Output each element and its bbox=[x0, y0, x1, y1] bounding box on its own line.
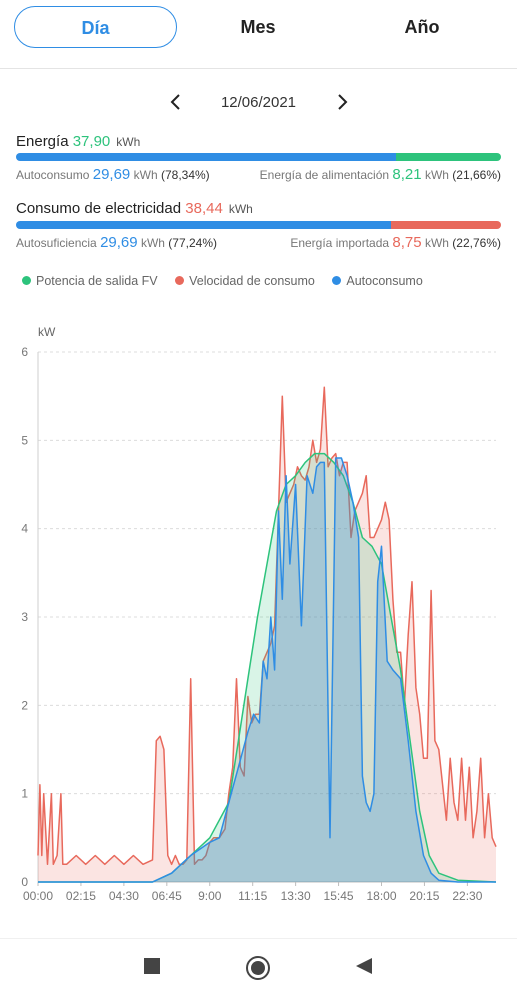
y-axis-unit-label: kW bbox=[38, 325, 56, 339]
power-chart-svg: kW 0 1 2 3 4 5 6 00:00 02:15 04:30 06:45 9:00 11:15 13… bbox=[21, 325, 497, 903]
feed-in-info: Energía de alimentación 8,21 kWh (21,66%… bbox=[260, 166, 501, 183]
energy-title: Energía bbox=[16, 133, 69, 150]
consumption-unit: kWh bbox=[228, 202, 253, 216]
self-sufficiency-value: 29,69 bbox=[100, 234, 138, 251]
self-consumption-unit: kWh bbox=[133, 168, 158, 182]
selected-date[interactable]: 12/06/2021 bbox=[220, 94, 297, 111]
legend-item-consumption[interactable]: Velocidad de consumo bbox=[175, 274, 315, 288]
x-tick-label: 06:45 bbox=[152, 889, 182, 903]
y-tick-label: 1 bbox=[21, 787, 28, 801]
x-tick-label: 11:15 bbox=[238, 889, 267, 903]
feed-in-pct: (21,66%) bbox=[452, 168, 501, 182]
power-chart[interactable]: kW 0 1 2 3 4 5 6 00:00 02:15 04:30 06:45 9:00 11:15 13… bbox=[0, 310, 517, 920]
y-tick-label: 0 bbox=[21, 875, 28, 889]
consumption-bar bbox=[16, 221, 501, 229]
feed-in-value: 8,21 bbox=[392, 166, 422, 183]
imported-energy-pct: (22,76%) bbox=[452, 236, 501, 250]
x-tick-label: 15:45 bbox=[324, 889, 354, 903]
x-tick-label: 00:00 bbox=[23, 889, 53, 903]
back-icon[interactable] bbox=[355, 957, 373, 975]
energy-self-segment bbox=[16, 153, 396, 161]
y-tick-label: 2 bbox=[21, 698, 28, 712]
tab-day[interactable]: Día bbox=[14, 6, 177, 48]
self-sufficiency-label: Autosuficiencia bbox=[16, 236, 97, 250]
legend-label-self: Autoconsumo bbox=[346, 274, 423, 288]
consumption-area bbox=[38, 387, 496, 882]
consumption-summary: Consumo de electricidad 38,44 kWh bbox=[16, 200, 253, 217]
feed-in-label: Energía de alimentación bbox=[259, 168, 390, 182]
legend-label-pv: Potencia de salida FV bbox=[36, 274, 158, 288]
self-consumption-line bbox=[38, 457, 496, 883]
consumption-title: Consumo de electricidad bbox=[16, 200, 182, 217]
self-sufficiency-pct: (77,24%) bbox=[168, 236, 217, 250]
x-tick-label: 02:15 bbox=[66, 889, 96, 903]
date-navigator: 12/06/2021 bbox=[0, 88, 517, 118]
legend-label-consumption: Velocidad de consumo bbox=[189, 274, 315, 288]
self-consumption-pct: (78,34%) bbox=[160, 168, 210, 182]
imported-energy-label: Energía importada bbox=[290, 236, 390, 250]
energy-value: 37,90 bbox=[72, 133, 111, 150]
self-sufficiency-info: Autosuficiencia 29,69 kWh (77,24%) bbox=[16, 234, 217, 251]
self-consumption-info: Autoconsumo 29,69 kWh (78,34%) bbox=[16, 166, 210, 183]
y-tick-label: 4 bbox=[21, 522, 28, 536]
system-nav-bar bbox=[0, 938, 517, 1001]
home-icon[interactable] bbox=[245, 955, 271, 981]
legend-dot-consumption bbox=[175, 276, 185, 286]
consumption-line bbox=[37, 386, 497, 866]
legend-item-self[interactable]: Autoconsumo bbox=[332, 274, 423, 288]
energy-summary: Energía 37,90 kWh bbox=[16, 133, 140, 150]
imported-energy-info: Energía importada 8,75 kWh (22,76%) bbox=[290, 234, 501, 251]
energy-feed-segment bbox=[395, 153, 501, 161]
self-sufficiency-unit: kWh bbox=[140, 236, 165, 250]
recent-apps-icon[interactable] bbox=[143, 957, 161, 975]
x-tick-label: 9:00 bbox=[198, 889, 222, 903]
self-consumption-area bbox=[38, 458, 496, 882]
legend-dot-self bbox=[332, 276, 342, 286]
self-consumption-label: Autoconsumo bbox=[16, 168, 90, 182]
chart-legend: Potencia de salida FV Velocidad de consu… bbox=[22, 274, 437, 288]
x-tick-label: 22:30 bbox=[452, 889, 482, 903]
chevron-left-icon[interactable] bbox=[164, 90, 188, 114]
self-consumption-value: 29,69 bbox=[92, 166, 131, 183]
consumption-self-segment bbox=[16, 221, 391, 229]
energy-unit: kWh bbox=[116, 135, 141, 149]
y-tick-label: 6 bbox=[21, 345, 28, 359]
y-tick-label: 3 bbox=[21, 610, 28, 624]
pv-output-line bbox=[38, 452, 497, 883]
x-tick-label: 18:00 bbox=[366, 889, 396, 903]
x-tick-label: 20:15 bbox=[409, 889, 439, 903]
x-tick-label: 04:30 bbox=[109, 889, 139, 903]
feed-in-unit: kWh bbox=[424, 168, 449, 182]
consumption-import-segment bbox=[390, 221, 501, 229]
legend-item-pv[interactable]: Potencia de salida FV bbox=[22, 274, 158, 288]
tab-month[interactable]: Mes bbox=[240, 17, 276, 37]
imported-energy-unit: kWh bbox=[424, 236, 449, 250]
y-tick-label: 5 bbox=[21, 433, 28, 447]
imported-energy-value: 8,75 bbox=[392, 234, 422, 251]
chevron-right-icon[interactable] bbox=[330, 90, 354, 114]
period-tabs: Día Mes Año bbox=[0, 0, 517, 69]
x-tick-label: 13:30 bbox=[281, 889, 311, 903]
energy-bar bbox=[16, 153, 501, 161]
tab-year[interactable]: Año bbox=[404, 17, 440, 37]
legend-dot-pv bbox=[22, 276, 31, 286]
consumption-value: 38,44 bbox=[185, 200, 223, 217]
